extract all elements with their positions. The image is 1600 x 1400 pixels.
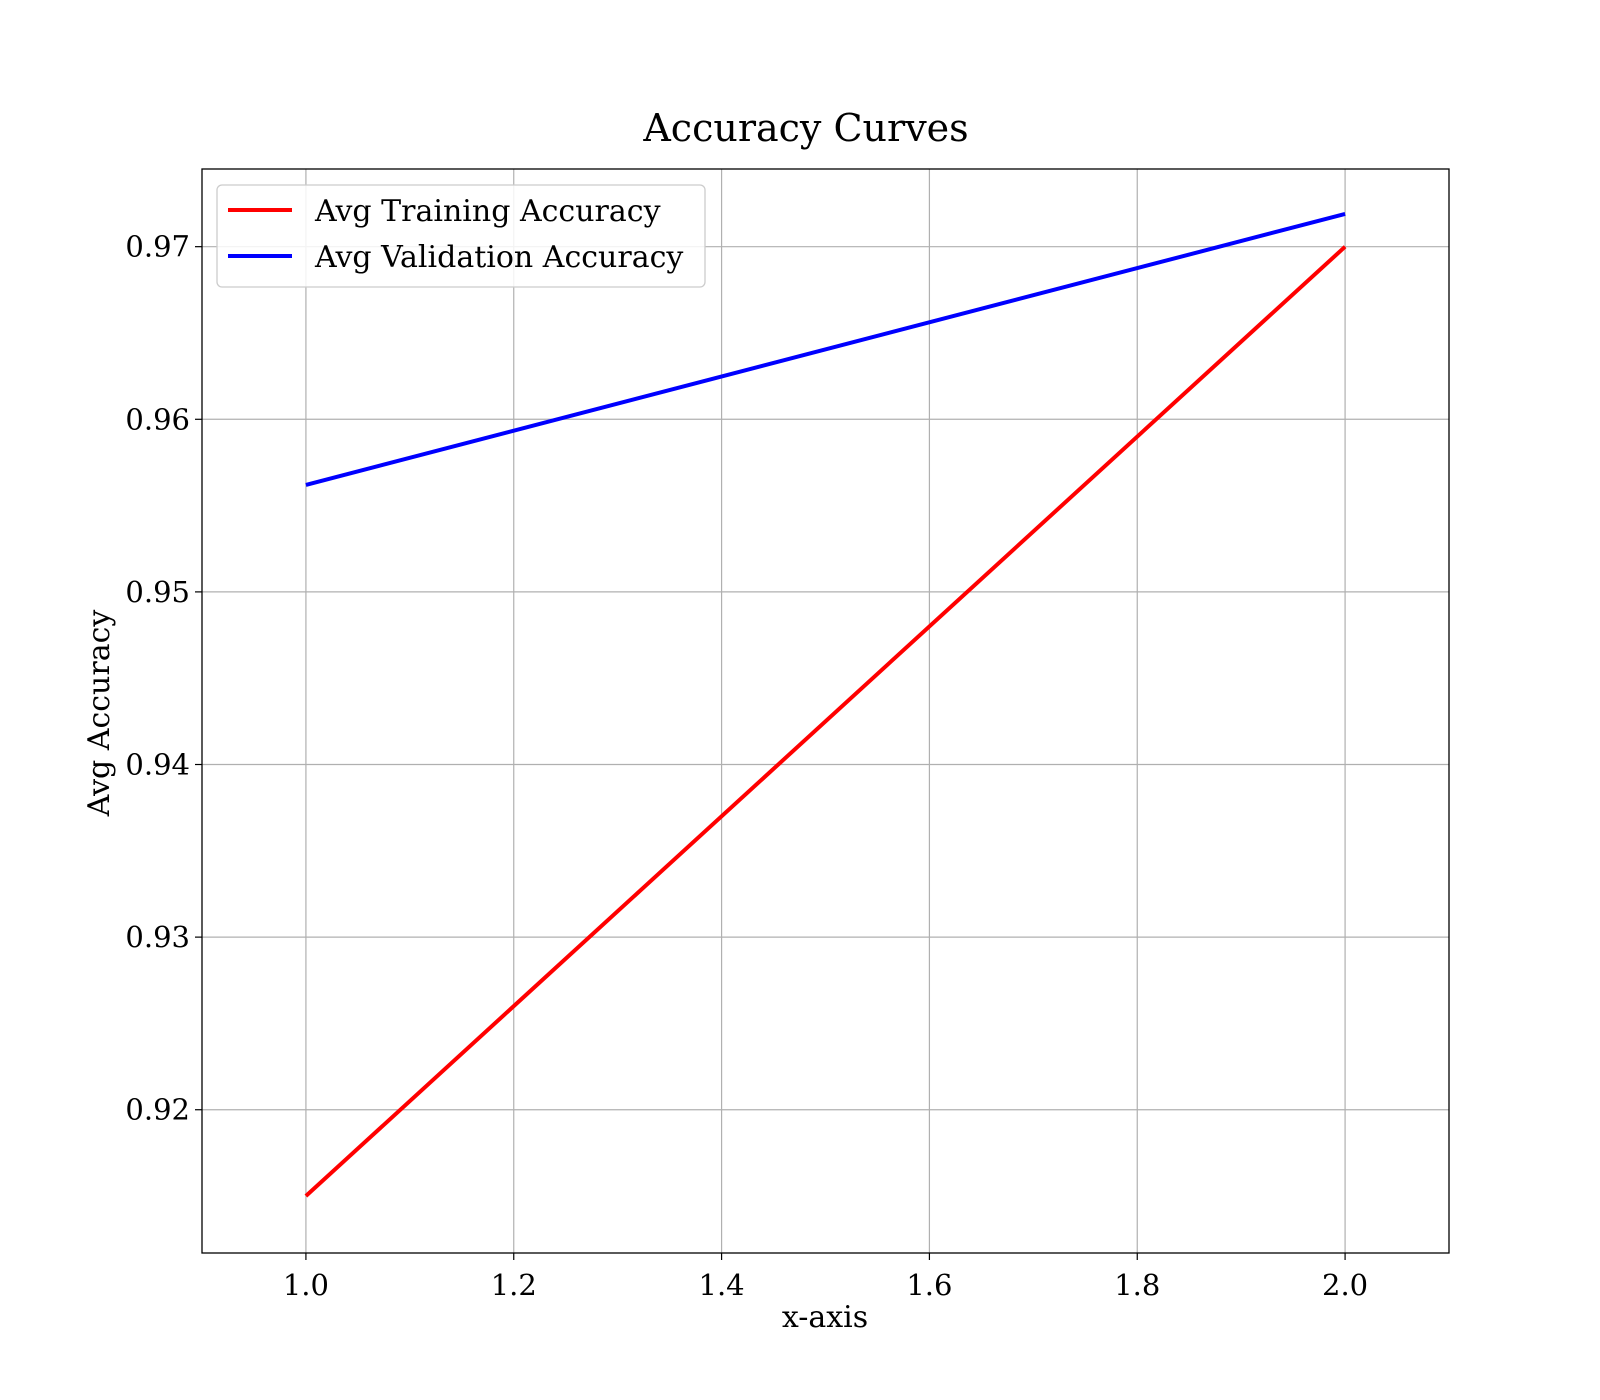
y-tick-label: 0.97: [125, 230, 190, 264]
chart-title: Accuracy Curves: [642, 106, 968, 150]
x-axis-label: x-axis: [782, 1300, 868, 1335]
y-tick-label: 0.96: [125, 402, 190, 436]
y-tick-label: 0.93: [125, 920, 190, 954]
legend-box: [216, 184, 706, 288]
y-tick-label: 0.94: [125, 748, 190, 782]
grid-lines: [202, 169, 1449, 1253]
legend-label-training: Avg Training Accuracy: [314, 194, 661, 229]
y-tick-label: 0.92: [125, 1093, 190, 1127]
y-tick-label: 0.95: [125, 575, 190, 609]
x-tick-label: 1.0: [283, 1268, 329, 1302]
axis-ticks: 1.0 1.2 1.4 1.6 1.8 2.0 0.92 0.93 0.94 0.95 0.96 0.…: [125, 230, 1368, 1302]
x-tick-label: 1.6: [906, 1268, 952, 1302]
series-line-validation: [305, 211, 1346, 487]
x-tick-label: 1.2: [491, 1268, 537, 1302]
legend-label-validation: Avg Validation Accuracy: [314, 240, 683, 275]
x-tick-label: 1.4: [699, 1268, 745, 1302]
x-tick-label: 1.8: [1114, 1268, 1160, 1302]
legend: Avg Training Accuracy Avg Validation Acc…: [216, 184, 706, 288]
x-tick-label: 2.0: [1322, 1268, 1368, 1302]
series-lines: [304, 211, 1347, 1198]
series-line-training: [304, 245, 1347, 1198]
y-axis-label: Avg Accuracy: [82, 610, 117, 818]
plot-frame: [201, 168, 1450, 1254]
